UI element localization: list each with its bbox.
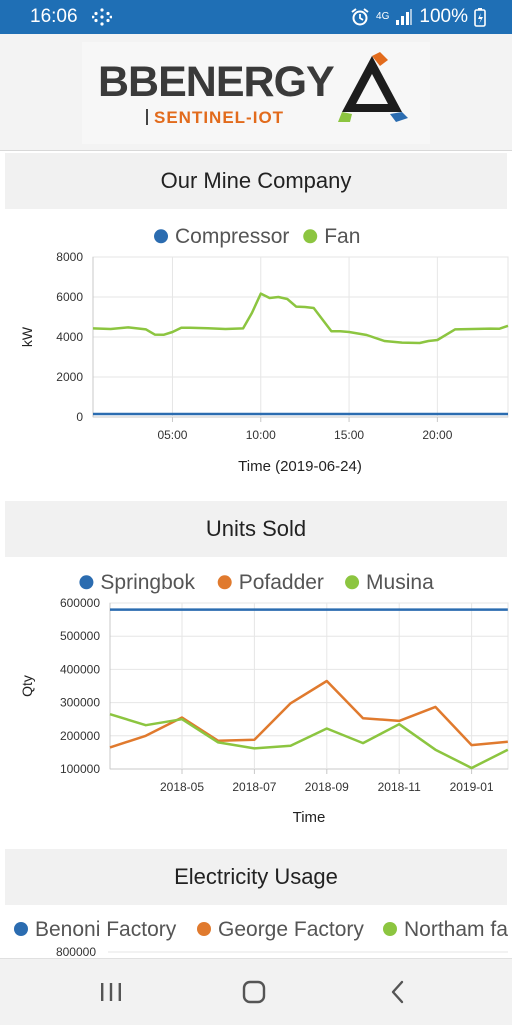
x-axis-label: Time (293, 809, 326, 826)
legend-marker (14, 922, 28, 936)
y-tick-label: 6000 (56, 290, 83, 304)
triangle-logo-icon (338, 52, 408, 122)
x-tick-label: 20:00 (422, 428, 452, 442)
legend-marker (383, 922, 397, 936)
y-axis-label: kW (19, 326, 35, 347)
legend-label: Compressor (175, 225, 289, 248)
x-tick-label: 2019-01 (450, 780, 494, 794)
x-axis-label: Time (2019-06-24) (238, 458, 362, 475)
y-tick-label: 600000 (60, 596, 100, 610)
x-tick-label: 2018-09 (305, 780, 349, 794)
series-line-musina (109, 713, 509, 770)
status-bar: 16:06 4G 100% (0, 0, 512, 34)
series-line-fan (92, 292, 509, 345)
legend-label: Springbok (100, 571, 195, 594)
section-title: Units Sold (205, 516, 307, 541)
x-tick-label: 2018-11 (378, 780, 421, 794)
y-tick-label: 2000 (56, 370, 83, 384)
section-header-mine: Our Mine Company (5, 153, 507, 209)
legend-marker (345, 575, 360, 590)
y-tick-label: 100000 (60, 762, 100, 776)
y-axis-label: Qty (19, 675, 35, 697)
section-title: Our Mine Company (160, 168, 352, 193)
section-title: Electricity Usage (174, 864, 338, 889)
dots-icon (92, 8, 112, 26)
system-nav-bar (0, 958, 512, 1025)
battery-icon (474, 8, 486, 27)
chart-electricity-usage: Benoni Factory George Factory Northam fa 80… (14, 918, 508, 958)
y-tick-label: 300000 (60, 696, 100, 710)
battery-percent: 100% (419, 6, 468, 27)
status-time: 16:06 (30, 6, 78, 27)
signal-icon (396, 9, 413, 25)
legend-marker (197, 922, 211, 936)
network-type: 4G (376, 11, 390, 22)
legend-label: Northam fa (404, 918, 508, 941)
legend-label: Musina (366, 571, 434, 594)
y-tick-label: 800000 (56, 945, 96, 958)
y-tick-label: 4000 (56, 330, 83, 344)
status-indicators: 4G 100% (350, 6, 486, 28)
y-tick-label: 500000 (60, 629, 100, 643)
legend-marker (303, 229, 318, 244)
legend-marker (217, 575, 232, 590)
y-tick-label: 400000 (60, 662, 100, 676)
brand-tagline: SENTINEL-IOT (154, 108, 285, 127)
app-header: BBENERGY SENTINEL-IOT (0, 34, 512, 151)
x-tick-label: 10:00 (246, 428, 276, 442)
y-tick-label: 0 (76, 410, 83, 424)
chart-units-sold: Springbok Pofadder Musina 100000 200000 30000… (19, 571, 509, 826)
legend-label: Benoni Factory (35, 918, 177, 941)
y-tick-label: 200000 (60, 729, 100, 743)
back-button[interactable] (378, 975, 418, 1009)
x-tick-label: 2018-07 (232, 780, 276, 794)
recents-button[interactable] (91, 975, 131, 1009)
legend-marker (154, 229, 169, 244)
section-header-units: Units Sold (5, 501, 507, 557)
legend-label: Pofadder (239, 571, 324, 594)
y-tick-label: 8000 (56, 250, 83, 264)
legend-label: Fan (324, 225, 360, 248)
tagline-divider (146, 109, 148, 125)
recents-icon (101, 983, 121, 1001)
legend-label: George Factory (218, 918, 364, 941)
home-icon (242, 980, 266, 1004)
x-tick-label: 2018-05 (160, 780, 204, 794)
chart-mine-power: Compressor Fan 0 2000 4000 6000 8000 05:00 10:00… (19, 225, 509, 475)
legend-marker (79, 575, 94, 590)
brand-logo: BBENERGY SENTINEL-IOT (82, 42, 430, 144)
x-tick-label: 15:00 (334, 428, 364, 442)
alarm-icon (351, 8, 369, 26)
section-header-electricity: Electricity Usage (5, 849, 507, 905)
x-tick-label: 05:00 (157, 428, 187, 442)
plot-area (109, 602, 509, 770)
home-button[interactable] (234, 975, 274, 1009)
back-icon (391, 980, 404, 1004)
brand-name: BBENERGY (98, 58, 335, 106)
